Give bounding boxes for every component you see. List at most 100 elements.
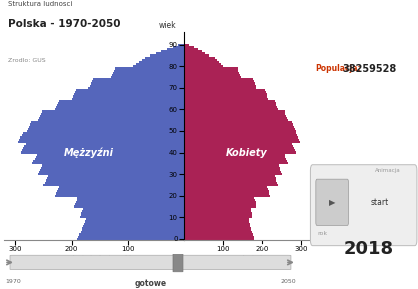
Bar — [184, 50, 201, 52]
Bar — [184, 89, 265, 91]
Bar — [184, 203, 256, 205]
Bar — [184, 123, 293, 126]
Bar — [184, 78, 253, 80]
Bar — [184, 102, 275, 104]
Bar — [184, 210, 251, 212]
Bar — [156, 52, 184, 54]
Bar — [115, 67, 184, 70]
Bar — [184, 143, 293, 145]
Bar — [184, 104, 276, 106]
Bar — [184, 223, 250, 225]
Bar — [184, 138, 299, 141]
Bar — [184, 188, 268, 190]
Text: 38259528: 38259528 — [342, 64, 396, 74]
Bar — [184, 236, 254, 238]
Bar — [46, 179, 184, 182]
Bar — [184, 65, 223, 67]
Bar — [184, 85, 256, 87]
FancyBboxPatch shape — [173, 253, 183, 272]
Bar — [81, 214, 184, 216]
Bar — [184, 192, 269, 194]
Bar — [184, 201, 256, 203]
Bar — [58, 102, 184, 104]
FancyBboxPatch shape — [311, 165, 417, 246]
Bar — [75, 203, 184, 205]
Bar — [184, 134, 297, 136]
Bar — [184, 173, 282, 175]
Bar — [184, 154, 285, 156]
Bar — [25, 143, 184, 145]
Bar — [81, 231, 184, 234]
Bar — [184, 117, 287, 119]
Bar — [184, 162, 288, 164]
Bar — [167, 48, 184, 50]
Text: Kobiety: Kobiety — [226, 148, 268, 158]
Bar — [113, 72, 184, 74]
Bar — [184, 218, 249, 221]
Bar — [76, 201, 184, 203]
Bar — [92, 80, 184, 82]
Bar — [41, 166, 184, 169]
Bar — [39, 171, 184, 173]
Text: gotowe: gotowe — [135, 279, 166, 288]
Bar — [184, 126, 294, 128]
Bar — [184, 205, 256, 208]
Bar — [112, 74, 184, 76]
Bar — [184, 208, 250, 210]
Bar — [184, 63, 221, 65]
Bar — [139, 61, 184, 63]
Bar — [150, 54, 184, 57]
Bar — [184, 229, 251, 231]
Bar — [145, 57, 184, 59]
Bar — [184, 182, 277, 184]
Bar — [136, 63, 184, 65]
Bar — [184, 119, 288, 121]
Bar — [184, 199, 255, 201]
Bar — [184, 128, 295, 130]
Bar — [76, 89, 184, 91]
Text: Zrodlo: GUS: Zrodlo: GUS — [8, 58, 46, 63]
Bar — [30, 123, 184, 126]
Bar — [161, 50, 184, 52]
Bar — [41, 113, 184, 115]
Bar — [22, 134, 184, 136]
Bar — [184, 46, 194, 48]
Bar — [56, 192, 184, 194]
Bar — [84, 223, 184, 225]
Bar — [184, 48, 198, 50]
Bar — [184, 59, 217, 61]
Bar — [184, 227, 251, 229]
Bar — [184, 175, 275, 177]
Bar — [57, 104, 184, 106]
Bar — [184, 164, 279, 166]
Bar — [31, 121, 184, 123]
Text: 2018: 2018 — [344, 240, 394, 258]
Bar — [28, 128, 184, 130]
Bar — [184, 82, 255, 85]
Bar — [91, 82, 184, 85]
Bar — [184, 93, 267, 95]
Text: Struktura ludnosci: Struktura ludnosci — [8, 1, 73, 8]
Bar — [86, 218, 184, 221]
Bar — [23, 132, 184, 134]
Bar — [184, 171, 281, 173]
Text: 2050: 2050 — [280, 279, 296, 284]
Bar — [37, 154, 184, 156]
Bar — [38, 119, 184, 121]
Bar — [184, 52, 206, 54]
Bar — [75, 91, 184, 93]
Bar — [27, 130, 184, 132]
Bar — [184, 216, 252, 218]
Bar — [56, 106, 184, 108]
Bar — [77, 238, 184, 240]
Bar — [184, 100, 275, 102]
Bar — [184, 160, 287, 162]
Bar — [57, 190, 184, 192]
Bar — [23, 147, 184, 149]
Bar — [82, 229, 184, 231]
Bar — [58, 188, 184, 190]
Bar — [78, 236, 184, 238]
Bar — [29, 126, 184, 128]
Bar — [184, 121, 293, 123]
Bar — [184, 80, 254, 82]
